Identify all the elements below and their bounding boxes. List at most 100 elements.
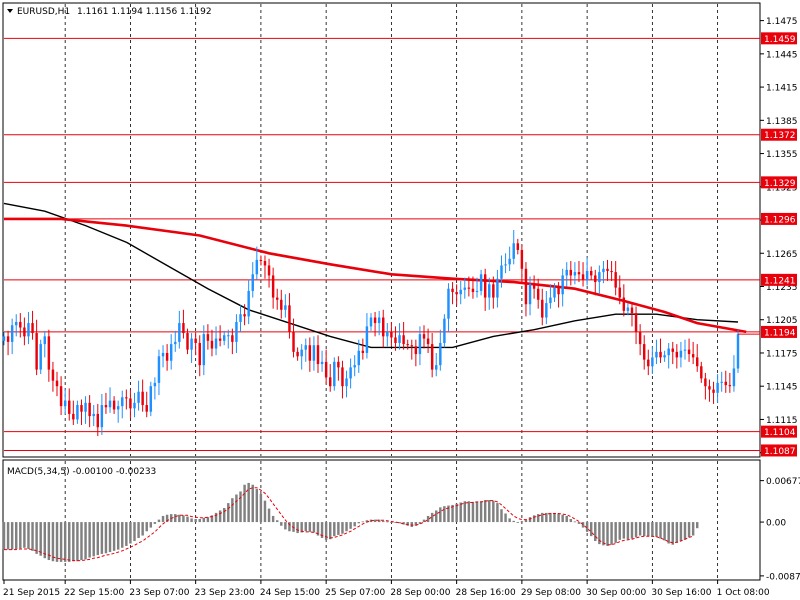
macd-bar <box>145 522 148 532</box>
macd-bar <box>675 522 679 543</box>
candle-body <box>10 325 14 342</box>
macd-bar <box>606 522 609 546</box>
candle-body <box>214 338 218 349</box>
candle-body <box>700 366 703 379</box>
macd-bar <box>435 510 438 523</box>
macd-bar <box>683 522 687 540</box>
candle-body <box>626 307 630 311</box>
candle-body <box>447 288 450 319</box>
candle-body <box>695 357 699 367</box>
macd-bar <box>475 501 479 523</box>
candle-body <box>594 275 597 283</box>
macd-bar <box>418 522 422 524</box>
price-label: 1.1145 <box>766 383 798 393</box>
candle-body <box>174 341 177 345</box>
macd-bar <box>377 519 381 523</box>
candle-body <box>687 349 691 355</box>
candle-body <box>324 361 328 378</box>
candle-body <box>284 305 287 310</box>
ma-slow-line <box>4 217 747 334</box>
candle-body <box>732 368 736 387</box>
macd-bar <box>663 522 666 541</box>
candle-body <box>210 340 214 349</box>
ohlc-readout: 1.1161 1.1194 1.1156 1.1192 <box>77 7 212 17</box>
candle-body <box>541 299 544 318</box>
candle-body <box>100 405 104 428</box>
candle-body <box>545 303 548 318</box>
candle-body <box>610 270 613 273</box>
candle-body <box>31 323 34 334</box>
candle-body <box>398 335 401 343</box>
candle-body <box>182 323 185 334</box>
macd-bar <box>39 522 42 556</box>
macd-bar <box>312 522 316 533</box>
candle-body <box>255 259 259 275</box>
macd-bar <box>667 522 670 544</box>
price-panel[interactable] <box>2 2 761 458</box>
candle-body <box>630 307 634 314</box>
candle-body <box>614 272 617 288</box>
candle-body <box>84 402 87 412</box>
macd-bar <box>520 521 524 523</box>
macd-bar <box>541 512 544 523</box>
time-label: 29 Sep 08:00 <box>521 588 581 598</box>
candle-body <box>728 385 732 387</box>
candle-body <box>333 361 336 387</box>
level-tag <box>761 273 797 286</box>
symbol-label: EURUSD,H1 <box>17 7 70 17</box>
macd-bar <box>589 522 593 537</box>
chart-menu-triangle-icon[interactable] <box>7 9 13 13</box>
candle-body <box>536 288 540 300</box>
macd-bar <box>161 515 165 523</box>
candle-body <box>377 317 381 324</box>
macd-bar <box>471 501 475 523</box>
candle-body <box>683 349 687 351</box>
macd-bar <box>19 522 22 549</box>
level-price-tags: 1.1459 1.1372 1.1329 1.1296 1.1241 1.1194 1.11… <box>761 32 797 457</box>
candle-body <box>492 284 495 298</box>
time-label: 21 Sep 2015 <box>3 588 60 598</box>
candle-body <box>679 350 683 358</box>
candlesticks <box>2 230 760 437</box>
candle-body <box>112 400 116 410</box>
macd-bar <box>422 519 426 523</box>
price-label: 1.1475 <box>766 17 798 27</box>
level-tag-label: 1.1296 <box>764 215 796 225</box>
macd-bar <box>328 522 332 540</box>
macd-bar <box>247 482 250 523</box>
candle-body <box>406 344 409 346</box>
candle-body <box>259 259 263 262</box>
macd-bar <box>655 522 658 537</box>
candle-body <box>467 287 471 289</box>
candle-body <box>598 272 601 283</box>
time-label: 25 Sep 07:00 <box>325 588 385 598</box>
macd-bar <box>206 517 210 523</box>
macd-bar <box>55 522 59 562</box>
candle-body <box>153 382 157 387</box>
macd-bar <box>125 522 128 546</box>
price-label: 1.1385 <box>766 117 798 127</box>
macd-bar <box>426 515 430 523</box>
candle-body <box>59 386 63 407</box>
macd-bar <box>353 522 356 527</box>
macd-signal-line <box>4 487 694 562</box>
candle-body <box>63 400 67 407</box>
candle-body <box>178 323 181 342</box>
macd-bar <box>382 520 385 523</box>
candle-body <box>125 397 128 399</box>
macd-bar <box>602 522 605 546</box>
candle-body <box>402 335 405 345</box>
macd-bar <box>577 522 581 524</box>
macd-bar <box>324 522 328 540</box>
macd-bar <box>390 522 393 523</box>
macd-bar <box>153 522 157 524</box>
macd-bar <box>398 522 401 524</box>
macd-bar <box>479 501 483 523</box>
candle-body <box>671 348 674 352</box>
macd-bar <box>492 500 495 523</box>
price-label: 1.1205 <box>766 316 798 326</box>
candle-body <box>520 249 524 269</box>
macd-bar <box>647 522 650 537</box>
macd-bar <box>96 522 100 556</box>
